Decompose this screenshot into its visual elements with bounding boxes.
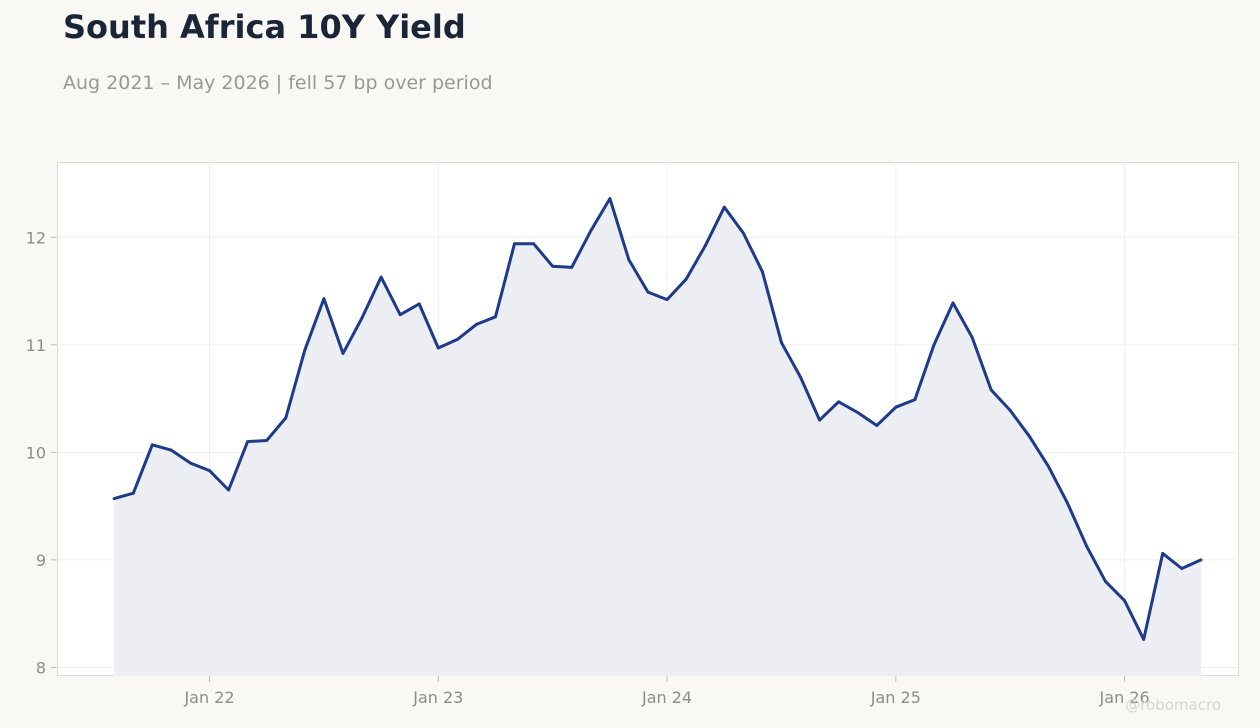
- data-point: [970, 335, 974, 339]
- data-point: [208, 469, 211, 472]
- data-point: [1180, 567, 1184, 570]
- data-point: [475, 323, 478, 326]
- data-point: [1199, 558, 1203, 562]
- x-tick-label: Jan 23: [412, 688, 463, 707]
- data-point: [246, 440, 250, 443]
- y-tick-label: 11: [26, 336, 46, 355]
- x-axis: Jan 22 Jan 23 Jan 24 Jan 25 Jan 26: [183, 676, 1150, 707]
- data-point: [875, 424, 879, 427]
- data-point: [112, 497, 116, 500]
- data-point: [989, 388, 993, 392]
- data-point: [170, 448, 173, 452]
- data-point: [799, 375, 802, 379]
- data-point: [722, 205, 726, 209]
- data-point: [761, 270, 764, 274]
- y-tick-label: 9: [36, 551, 46, 570]
- data-point: [265, 439, 269, 442]
- data-point: [532, 242, 535, 246]
- data-point: [608, 197, 612, 201]
- y-axis: 8 9 10 11 12: [26, 228, 57, 677]
- data-point: [932, 343, 936, 347]
- y-tick-label: 8: [36, 658, 46, 677]
- data-point: [1027, 434, 1031, 438]
- x-tick-label: Jan 25: [870, 688, 921, 707]
- data-point: [1123, 599, 1126, 603]
- data-point: [379, 275, 383, 279]
- data-point: [570, 266, 574, 269]
- data-point: [551, 264, 555, 268]
- watermark: @robomacro: [1125, 696, 1221, 714]
- chart-title: South Africa 10Y Yield: [63, 8, 466, 46]
- data-point: [741, 231, 745, 235]
- data-point: [1161, 552, 1165, 555]
- data-point: [684, 277, 688, 281]
- x-tick-label: Jan 22: [183, 688, 234, 707]
- x-tick-label: Jan 26: [1099, 688, 1150, 707]
- data-point: [398, 313, 402, 317]
- data-point: [284, 416, 288, 420]
- data-point: [456, 338, 459, 341]
- data-point: [665, 298, 669, 301]
- data-point: [189, 461, 192, 465]
- data-point: [513, 242, 516, 246]
- data-points: [112, 197, 1203, 641]
- data-point: [703, 244, 707, 248]
- data-point: [780, 341, 783, 345]
- data-point: [1008, 409, 1012, 412]
- data-point: [341, 352, 345, 355]
- data-point: [494, 315, 497, 319]
- data-point: [1104, 580, 1107, 583]
- data-point: [150, 443, 154, 447]
- data-point: [627, 258, 631, 262]
- data-point: [1066, 501, 1069, 505]
- data-point: [1047, 464, 1050, 468]
- data-point: [646, 290, 650, 294]
- y-tick-label: 12: [26, 228, 46, 247]
- data-point: [894, 405, 898, 409]
- data-point: [913, 398, 917, 401]
- data-point: [856, 411, 860, 414]
- data-point: [436, 346, 440, 350]
- data-point: [837, 400, 840, 404]
- x-tick-label: Jan 24: [641, 688, 692, 707]
- data-point: [1142, 638, 1146, 641]
- area-fill: [114, 198, 1201, 676]
- data-point: [589, 229, 593, 233]
- y-tick-label: 10: [26, 443, 46, 462]
- series-line: [112, 197, 1203, 641]
- data-point: [360, 316, 364, 320]
- data-point: [131, 491, 135, 495]
- data-point: [417, 302, 421, 306]
- data-point: [227, 488, 231, 492]
- data-point: [818, 418, 821, 422]
- data-point: [322, 297, 326, 300]
- chart-subtitle: Aug 2021 – May 2026 | fell 57 bp over pe…: [63, 72, 493, 94]
- data-point: [951, 301, 955, 305]
- data-point: [303, 348, 307, 352]
- data-point: [1085, 544, 1088, 548]
